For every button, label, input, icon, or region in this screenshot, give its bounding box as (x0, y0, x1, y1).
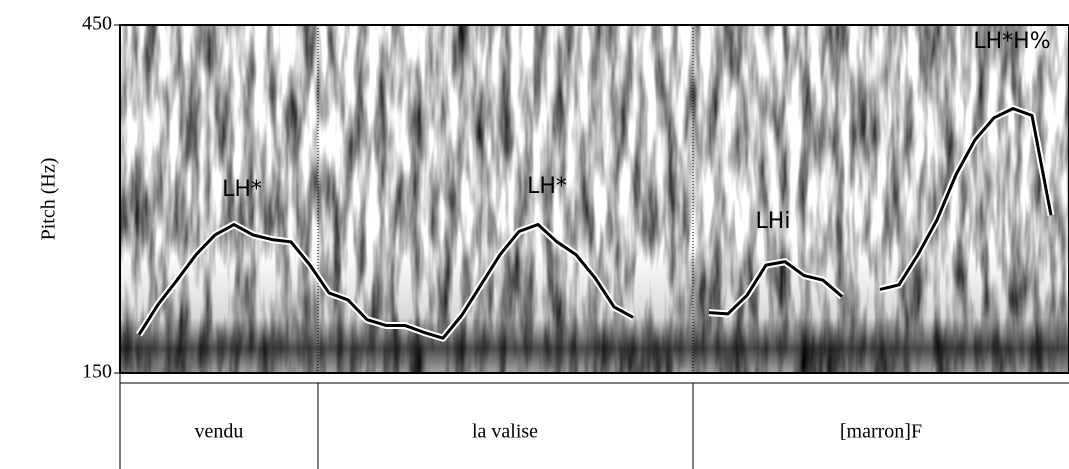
tier-label: la valise (472, 421, 538, 443)
y-tick-label: 150 (82, 361, 112, 383)
pitch-line (137, 107, 1053, 340)
y-tick-label: 450 (82, 13, 112, 35)
tier-label: [marron]F (840, 421, 922, 443)
plot-frame (119, 24, 1069, 374)
annotation: LH*H% (973, 29, 1050, 54)
y-axis-label: Pitch (Hz) (38, 158, 60, 241)
annotation: LH* (222, 177, 262, 202)
tier-label: vendu (195, 421, 244, 443)
annotation: LHi (756, 209, 791, 234)
annotation: LH* (527, 174, 567, 199)
spectrogram-band (120, 250, 1069, 373)
